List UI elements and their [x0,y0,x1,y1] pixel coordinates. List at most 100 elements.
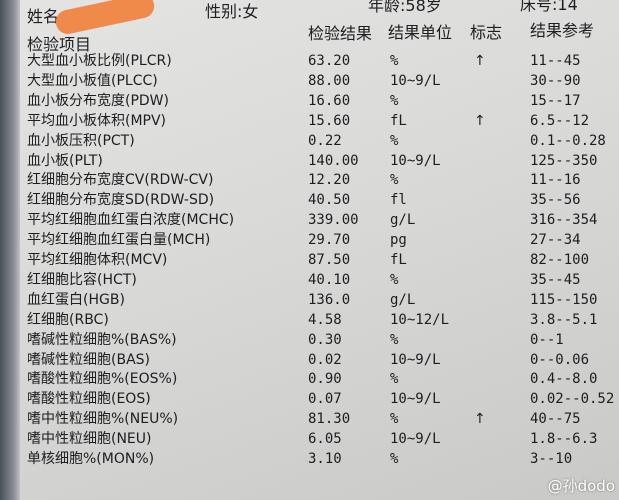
table-row: 平均红细胞血红蛋白浓度(MCHC) 339.00 g/L 316--354 [0,211,619,231]
result-unit: 10~9/L [390,431,441,448]
reference-range: 27--34 [530,232,581,249]
reference-range: 3.8--5.1 [530,311,598,328]
item-name: 红细胞分布宽度SD(RDW-SD) [27,192,215,209]
item-name: 平均血小板体积(MPV) [27,112,167,129]
reference-range: 125--350 [530,152,598,169]
result-value: 12.20 [308,172,351,189]
result-value: 339.00 [308,212,359,229]
result-unit: g/L [390,212,416,229]
table-row: 血红蛋白(HGB) 136.0 g/L 115--150 [0,291,619,311]
result-unit: % [390,172,399,189]
header-flag: 标志 [470,23,503,42]
table-row: 大型血小板比例(PLCR) 63.20% ↑ 11--45 [0,52,619,72]
result-unit: fL [390,252,407,268]
item-name: 血红蛋白(HGB) [27,291,125,308]
item-name: 平均红细胞体积(MCV) [27,252,168,268]
item-name: 嗜碱性粒细胞%(BAS%) [27,331,177,348]
item-name: 红细胞分布宽度CV(RDW-CV) [27,172,214,189]
item-name: 嗜酸性粒细胞(EOS) [27,391,151,408]
table-row: 嗜中性粒细胞%(NEU%) 81.30% ↑ 40--75 [0,410,619,430]
reference-range: 15--17 [530,92,581,109]
reference-range: 40--75 [530,411,581,428]
result-value: 87.50 [308,252,351,268]
reference-range: 0--1 [530,331,564,348]
reference-range: 30--90 [530,72,581,89]
reference-range: 3--10 [530,451,573,467]
result-value: 0.22 [308,132,342,149]
reference-range: 35--45 [530,271,581,288]
result-value: 15.60 [308,112,351,129]
item-name: 嗜中性粒细胞(NEU) [27,431,152,448]
reference-range: 35--56 [530,192,581,209]
table-row: 红细胞分布宽度SD(RDW-SD) 40.50 fl 35--56 [0,191,619,211]
item-name: 平均红细胞血红蛋白浓度(MCHC) [27,212,235,229]
item-name: 血小板压积(PCT) [27,132,135,149]
result-unit: % [390,411,399,428]
result-unit: % [390,331,399,348]
result-value: 136.0 [308,291,351,308]
result-value: 88.00 [308,72,351,89]
item-name: 嗜中性粒细胞%(NEU%) [27,411,179,428]
result-value: 4.58 [308,311,342,328]
result-unit: fL [390,112,407,129]
reference-range: 1.8--6.3 [530,431,598,448]
reference-range: 11--45 [530,53,581,69]
result-unit: % [390,371,399,388]
result-unit: 10~9/L [390,391,441,408]
result-unit: pg [390,232,407,249]
result-value: 16.60 [308,92,351,109]
reference-range: 316--354 [530,212,598,229]
result-unit: g/L [390,291,416,308]
result-unit: 10~9/L [390,152,441,169]
table-row: 红细胞(RBC) 4.58 10~12/L 3.8--5.1 [0,311,619,331]
table-row: 血小板分布宽度(PDW) 16.60% 15--17 [0,92,619,112]
item-name: 血小板(PLT) [27,152,103,169]
header-result: 检验结果 [308,24,373,43]
result-value: 0.90 [308,371,342,388]
flag-arrow-icon: ↑ [474,53,486,69]
gender: 性别:女 [205,2,259,21]
result-unit: 10~12/L [390,311,450,328]
table-row: 血小板(PLT) 140.00 10~9/L 125--350 [0,152,619,172]
table-row: 大型血小板值(PLCC) 88.00 10~9/L 30--90 [0,72,619,92]
result-unit: % [390,92,399,109]
table-row: 嗜酸性粒细胞(EOS) 0.07 10~9/L 0.02--0.52 [0,390,619,410]
result-value: 63.20 [308,53,351,69]
result-value: 40.50 [308,192,351,209]
result-value: 81.30 [308,411,351,428]
result-unit: fl [390,192,407,209]
header-reference: 结果参考 [530,21,595,40]
reference-range: 0.1--0.28 [530,132,606,149]
item-name: 大型血小板比例(PLCR) [27,53,172,69]
bed-number: 床号:14 [520,0,578,14]
item-name: 大型血小板值(PLCC) [27,72,158,89]
table-row: 平均红细胞血红蛋白量(MCH) 29.70 pg 27--34 [0,231,619,251]
result-unit: % [390,132,399,149]
result-unit: % [390,53,399,69]
reference-range: 0--0.06 [530,351,590,368]
result-unit: 10~9/L [390,351,441,368]
item-name: 嗜酸性粒细胞%(EOS%) [27,371,178,388]
result-value: 29.70 [308,232,351,249]
table-row: 平均血小板体积(MPV) 15.60 fL ↑ 6.5--12 [0,112,619,132]
reference-range: 115--150 [530,291,598,308]
table-row: 血小板压积(PCT) 0.22% 0.1--0.28 [0,132,619,152]
result-unit: % [390,451,399,467]
result-value: 6.05 [308,431,342,448]
header-unit: 结果单位 [388,23,453,42]
reference-range: 6.5--12 [530,112,590,129]
result-value: 0.07 [308,391,342,408]
item-name: 红细胞比容(HCT) [27,271,137,288]
result-value: 3.10 [308,451,342,467]
name-label: 姓名 [27,7,60,26]
table-row: 单核细胞%(MON%) 3.10% 3--10 [0,450,619,470]
header-item: 检验项目 [27,35,92,54]
table-row: 平均红细胞体积(MCV) 87.50 fL 82--100 [0,251,619,271]
age: 年龄:58岁 [368,0,442,15]
item-name: 红细胞(RBC) [27,311,109,328]
table-row: 红细胞比容(HCT) 40.10% 35--45 [0,271,619,291]
flag-arrow-icon: ↑ [474,112,486,129]
watermark: @孙dodo [547,477,615,495]
result-unit: 10~9/L [390,72,441,89]
result-value: 40.10 [308,271,351,288]
